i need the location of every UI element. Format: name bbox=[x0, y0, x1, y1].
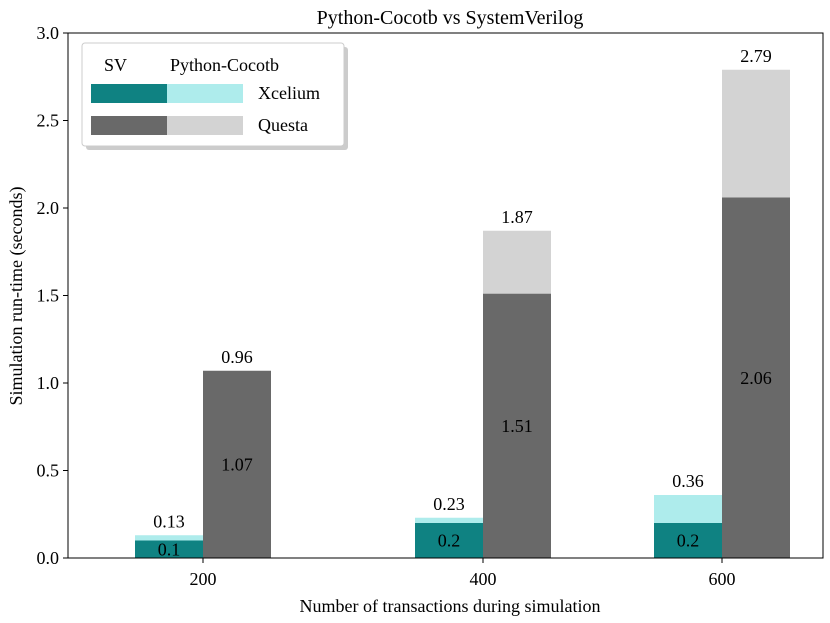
y-tick-label-2.0: 2.0 bbox=[37, 198, 60, 218]
data-label-questa-cocotb-600: 2.79 bbox=[740, 46, 772, 66]
data-label-xcelium-cocotb-200: 0.13 bbox=[153, 511, 185, 531]
legend-header-cocotb: Python-Cocotb bbox=[170, 55, 279, 75]
axis-layer: 0.0 0.5 1.0 1.5 2.0 2.5 3.0 200 400 600 bbox=[37, 23, 824, 589]
data-label-xcelium-sv-600: 0.2 bbox=[677, 531, 700, 551]
x-tick-label-600: 600 bbox=[709, 569, 736, 589]
chart-title: Python-Cocotb vs SystemVerilog bbox=[317, 7, 584, 29]
y-tick-label-1.5: 1.5 bbox=[37, 286, 60, 306]
data-label-xcelium-sv-400: 0.2 bbox=[438, 531, 461, 551]
data-label-xcelium-cocotb-600: 0.36 bbox=[672, 471, 704, 491]
y-tick-label-0.5: 0.5 bbox=[37, 461, 60, 481]
legend-label-questa: Questa bbox=[258, 115, 308, 135]
bar-xcelium-sv-600 bbox=[654, 523, 722, 558]
y-axis-label: Simulation run-time (seconds) bbox=[6, 187, 27, 406]
data-label-questa-sv-400: 1.51 bbox=[501, 416, 533, 436]
legend: SV Python-Cocotb Xcelium Questa bbox=[81, 42, 348, 150]
data-label-questa-cocotb-200: 0.96 bbox=[221, 347, 253, 367]
data-label-questa-sv-600: 2.06 bbox=[740, 368, 772, 388]
bar-questa-sv-200 bbox=[203, 370, 271, 558]
data-label-xcelium-sv-200: 0.1 bbox=[158, 539, 181, 559]
x-axis-label: Number of transactions during simulation bbox=[300, 596, 601, 616]
bar-questa-sv-400 bbox=[483, 293, 551, 558]
y-tick-label-3.0: 3.0 bbox=[37, 23, 60, 43]
x-tick-label-200: 200 bbox=[190, 569, 217, 589]
data-label-questa-cocotb-400: 1.87 bbox=[501, 207, 533, 227]
legend-label-xcelium: Xcelium bbox=[258, 83, 320, 103]
x-tick-label-400: 400 bbox=[470, 569, 497, 589]
bar-xcelium-sv-400 bbox=[415, 523, 483, 558]
legend-header-sv: SV bbox=[104, 55, 127, 75]
data-label-questa-sv-200: 1.07 bbox=[221, 454, 253, 474]
bar-xcelium-sv-200 bbox=[135, 540, 203, 558]
bars-layer: 0.13 0.1 0.23 0.2 0.36 0.2 0.96 1.07 1.87 1.51 2.7… bbox=[135, 46, 790, 559]
bar-questa-sv-600 bbox=[722, 197, 790, 558]
legend-swatch-sv-questa bbox=[91, 116, 167, 135]
legend-swatch-cocotb-xcelium bbox=[167, 84, 243, 103]
y-tick-label-0.0: 0.0 bbox=[37, 548, 60, 568]
y-tick-label-2.5: 2.5 bbox=[37, 111, 60, 131]
legend-swatch-sv-xcelium bbox=[91, 84, 167, 103]
data-label-xcelium-cocotb-400: 0.23 bbox=[433, 494, 465, 514]
legend-swatch-cocotb-questa bbox=[167, 116, 243, 135]
y-tick-label-1.0: 1.0 bbox=[37, 373, 60, 393]
